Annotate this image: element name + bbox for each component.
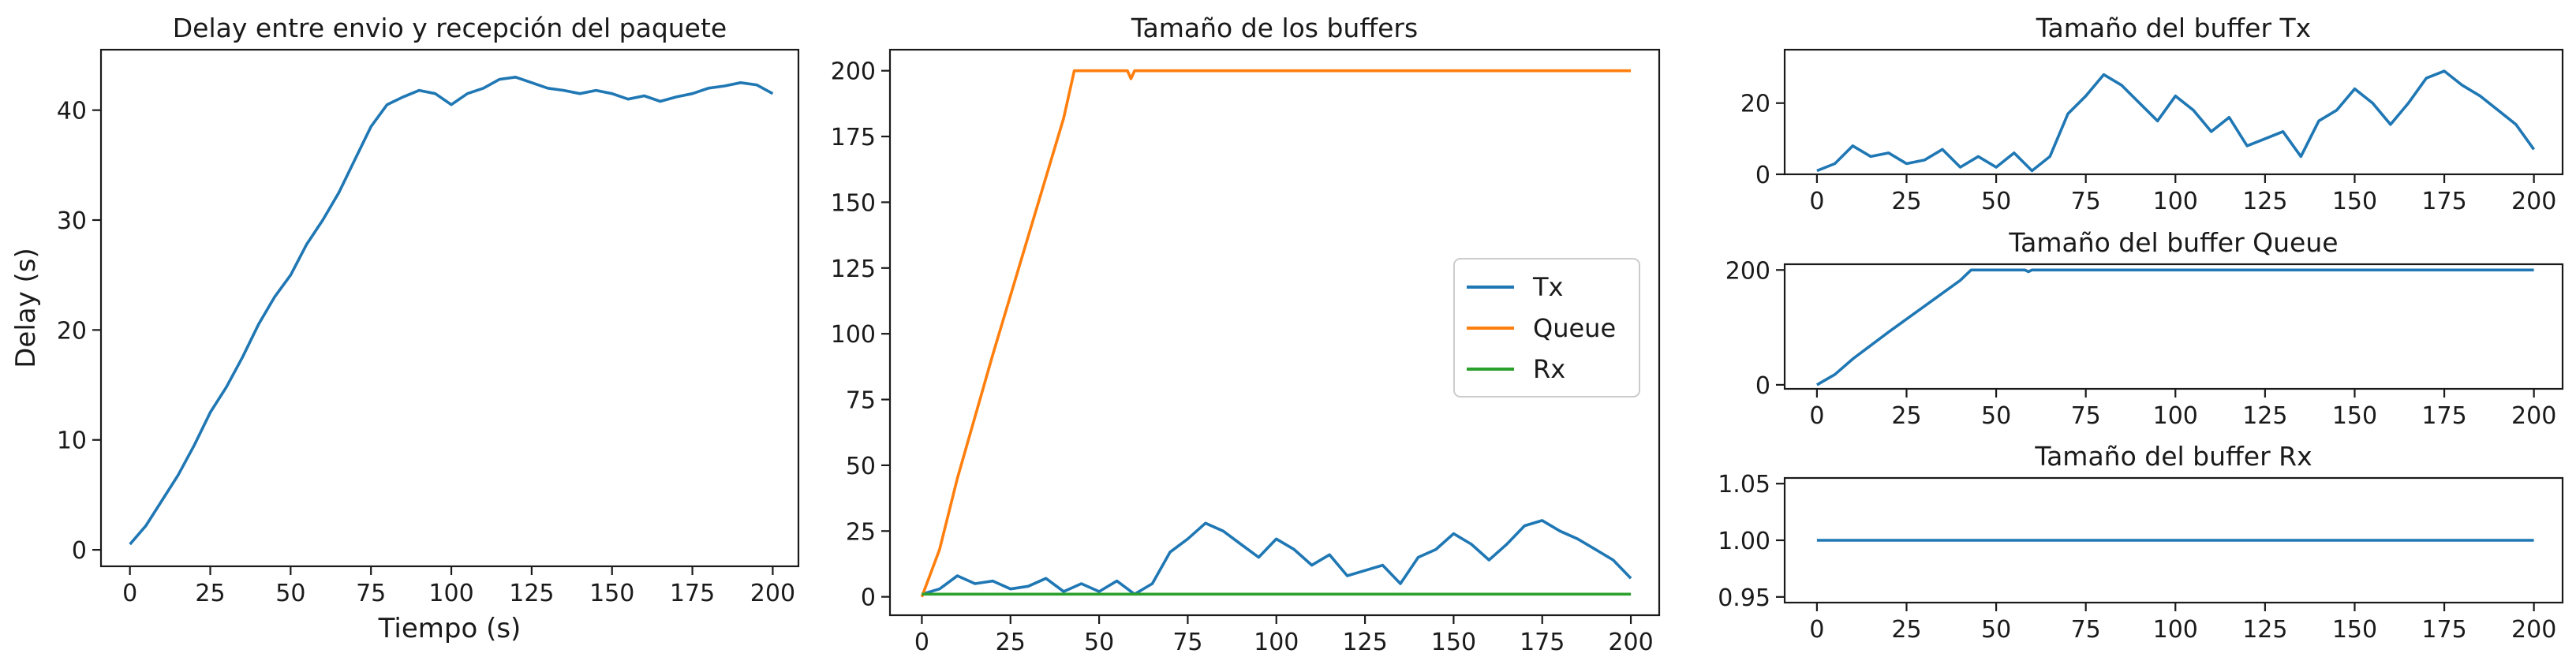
x-tick-label: 75 [356, 580, 386, 607]
legend-label-queue: Queue [1533, 313, 1616, 343]
series-line-queue [920, 69, 1632, 598]
x-tick-label: 25 [1891, 402, 1921, 430]
series-line-tx [921, 519, 1632, 596]
chart-queue: 0 25 50 75 100 125 150 175 200 0 200 Tamaño del buf… [1725, 227, 2564, 430]
y-tick-label: 100 [831, 321, 876, 349]
x-tick-label: 0 [1809, 402, 1824, 430]
x-tick-label: 25 [195, 580, 225, 607]
x-tick-label: 100 [428, 580, 473, 607]
x-tick-label: 0 [914, 629, 929, 656]
x-tick-label: 100 [2153, 616, 2198, 644]
chart-title: Tamaño del buffer Queue [2008, 227, 2338, 258]
x-tick-label: 125 [2242, 188, 2287, 215]
x-tick-label: 175 [670, 580, 715, 607]
x-tick-label: 50 [1981, 616, 2011, 644]
chart-title: Tamaño de los buffers [1131, 13, 1418, 43]
y-tick-label: 20 [57, 317, 87, 345]
x-tick-label: 100 [2153, 402, 2198, 430]
y-tick-label: 0.95 [1718, 584, 1770, 612]
x-tick-label: 100 [1254, 629, 1299, 656]
x-tick-label: 175 [2421, 616, 2466, 644]
plot-frame [1783, 263, 2564, 390]
x-tick-label: 25 [1891, 188, 1921, 215]
legend-box [1453, 258, 1640, 398]
x-tick-label: 175 [1520, 629, 1565, 656]
y-tick-label: 50 [846, 453, 876, 480]
x-tick-label: 200 [2511, 188, 2556, 215]
legend-label-rx: Rx [1533, 354, 1565, 384]
chart-title: Tamaño del buffer Tx [2036, 13, 2311, 43]
y-tick-label: 10 [57, 427, 87, 455]
plot-frame [1783, 48, 2564, 176]
x-tick-label: 25 [1891, 616, 1921, 644]
x-tick-label: 200 [750, 580, 795, 607]
x-tick-label: 150 [1431, 629, 1476, 656]
series-line [129, 76, 774, 546]
chart-rx: 0 25 50 75 100 125 150 175 200 0.95 1.00 1.05 Tamaño… [1718, 441, 2564, 644]
x-tick-label: 100 [2153, 188, 2198, 215]
y-axis-label: Delay (s) [10, 248, 42, 368]
x-tick-label: 50 [275, 580, 305, 607]
x-tick-label: 0 [1809, 616, 1824, 644]
chart-buffers: 0 25 50 75 100 125 150 175 200 0 25 50 75 100 125 150 17… [831, 13, 1661, 656]
x-tick-label: 200 [2511, 616, 2556, 644]
y-tick-label: 150 [831, 189, 876, 217]
x-tick-label: 150 [2332, 616, 2377, 644]
chart-title: Delay entre envio y recepción del paquet… [173, 13, 727, 43]
y-tick-label: 0 [1755, 162, 1770, 189]
x-tick-label: 50 [1981, 188, 2011, 215]
x-tick-label: 200 [1608, 629, 1653, 656]
x-tick-label: 75 [2071, 188, 2101, 215]
legend: Tx Queue Rx [1453, 258, 1640, 398]
y-tick-label: 25 [846, 518, 876, 546]
x-tick-label: 50 [1981, 402, 2011, 430]
legend-label-tx: Tx [1532, 272, 1563, 302]
chart-title: Tamaño del buffer Rx [2034, 441, 2312, 472]
x-tick-label: 25 [996, 629, 1026, 656]
y-tick-label: 175 [831, 124, 876, 151]
y-tick-label: 30 [57, 207, 87, 235]
y-tick-label: 1.00 [1718, 528, 1770, 555]
x-tick-label: 200 [2511, 402, 2556, 430]
x-tick-label: 75 [2071, 616, 2101, 644]
y-tick-label: 125 [831, 256, 876, 283]
plot-frame [99, 48, 800, 568]
y-tick-label: 0 [861, 584, 876, 612]
x-tick-label: 75 [2071, 402, 2101, 430]
x-tick-label: 50 [1084, 629, 1114, 656]
chart-delay: 0 25 50 75 100 125 150 175 200 0 10 20 30 40 Delay ent… [10, 13, 800, 644]
chart-tx: 0 25 50 75 100 125 150 175 200 0 20 Tamaño del buff… [1740, 13, 2564, 215]
y-tick-label: 200 [831, 58, 876, 86]
y-tick-label: 20 [1740, 91, 1770, 118]
x-tick-label: 0 [1809, 188, 1824, 215]
x-tick-label: 150 [589, 580, 634, 607]
x-tick-label: 125 [1342, 629, 1387, 656]
y-tick-label: 75 [846, 387, 876, 415]
x-tick-label: 125 [2242, 402, 2287, 430]
x-tick-label: 150 [2332, 188, 2377, 215]
y-tick-label: 40 [57, 98, 87, 125]
y-tick-label: 0 [1755, 372, 1770, 400]
x-tick-label: 125 [2242, 616, 2287, 644]
series-line [1816, 268, 2534, 386]
series-line [1816, 69, 2536, 173]
x-tick-label: 150 [2332, 402, 2377, 430]
plot-frame [888, 48, 1661, 617]
x-tick-label: 175 [2421, 402, 2466, 430]
y-tick-label: 200 [1725, 257, 1770, 285]
x-tick-label: 125 [509, 580, 554, 607]
x-tick-label: 0 [122, 580, 137, 607]
y-tick-label: 0 [72, 537, 87, 565]
x-tick-label: 175 [2421, 188, 2466, 215]
y-tick-label: 1.05 [1718, 471, 1770, 498]
x-axis-label: Tiempo (s) [378, 613, 522, 644]
x-tick-label: 75 [1172, 629, 1202, 656]
